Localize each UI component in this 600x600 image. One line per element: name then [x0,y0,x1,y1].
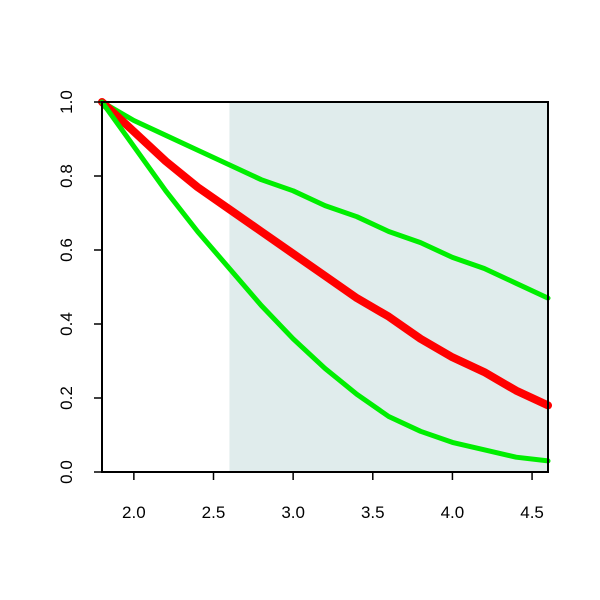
x-tick-label: 2.5 [202,503,226,522]
y-tick-label: 0.4 [57,312,76,336]
y-tick-label: 0.2 [57,386,76,410]
series-layer [98,98,552,464]
y-tick-label: 1.0 [57,90,76,114]
series-line-3 [99,99,551,464]
shaded-region [229,102,548,472]
y-axis: 0.0 0.2 0.4 0.6 0.8 1.0 [57,90,102,484]
x-tick-label: 4.5 [520,503,544,522]
series-line-1 [99,99,551,301]
x-tick-label: 3.0 [281,503,305,522]
x-axis: 2.0 2.5 3.0 3.5 4.0 4.5 [122,472,544,522]
x-tick-label: 4.0 [441,503,465,522]
y-tick-label: 0.8 [57,164,76,188]
plot-frame [101,101,549,473]
y-tick-label: 0.6 [57,238,76,262]
y-tick-label: 0.0 [57,460,76,484]
x-tick-label: 2.0 [122,503,146,522]
series-line-2 [98,98,552,410]
x-tick-label: 3.5 [361,503,385,522]
